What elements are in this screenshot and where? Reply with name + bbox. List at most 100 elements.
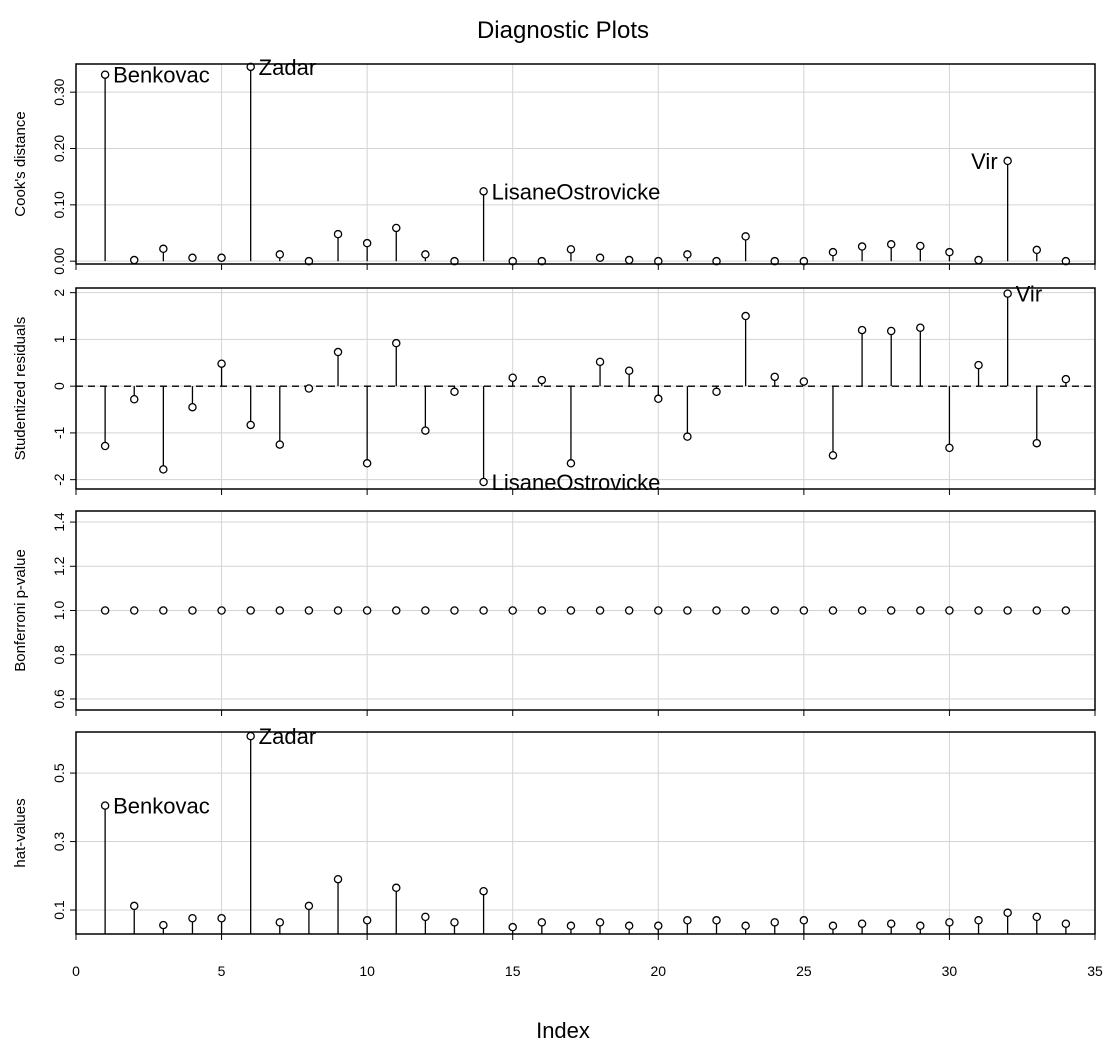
annotation-1: Zadar <box>259 724 316 749</box>
y-tick-label-0: 0.00 <box>51 247 67 274</box>
point-14 <box>479 606 488 615</box>
point-12 <box>421 912 430 922</box>
point-13 <box>450 256 459 266</box>
point-27 <box>857 242 867 251</box>
point-9 <box>333 347 343 357</box>
point-9 <box>333 874 343 884</box>
panel-3: 0.6 0.8 1.0 1.2 1.4 Bonferroni p-value <box>12 510 1096 716</box>
y-tick-label-1: -1 <box>51 426 67 439</box>
y-tick-label-3: 1.2 <box>51 556 67 576</box>
point-6 <box>246 420 255 430</box>
panel-frame <box>75 63 1096 265</box>
point-2 <box>129 395 139 404</box>
point-1 <box>100 801 110 810</box>
point-10 <box>362 606 372 615</box>
point-25 <box>799 377 809 386</box>
y-tick-label-1: 0.3 <box>51 832 67 852</box>
y-tick-label-0: 0.1 <box>51 900 67 920</box>
point-25 <box>799 916 809 925</box>
x-tick-label-7: 35 <box>1087 963 1103 979</box>
point-28 <box>886 326 896 336</box>
point-29 <box>916 921 925 931</box>
point-8 <box>304 384 314 393</box>
point-14 <box>479 886 488 896</box>
point-29 <box>916 241 925 251</box>
point-33 <box>1032 245 1042 255</box>
point-27 <box>857 606 867 615</box>
point-34 <box>1061 606 1071 615</box>
point-7 <box>275 606 285 615</box>
point-32 <box>1003 908 1012 918</box>
point-21 <box>683 250 692 259</box>
point-5 <box>217 359 226 368</box>
point-6 <box>246 62 255 72</box>
point-18 <box>595 606 605 615</box>
point-34 <box>1061 374 1071 384</box>
point-13 <box>450 606 459 615</box>
point-16 <box>537 606 547 615</box>
point-23 <box>741 921 750 931</box>
annotation-0: Benkovac <box>113 63 210 88</box>
y-axis-label: Cook's distance <box>12 111 29 216</box>
point-18 <box>595 918 605 927</box>
point-20 <box>654 394 663 404</box>
point-20 <box>654 606 663 615</box>
point-5 <box>217 253 226 263</box>
point-2 <box>129 606 139 615</box>
point-1 <box>100 606 110 615</box>
point-17 <box>566 921 576 931</box>
point-5 <box>217 606 226 615</box>
y-tick-label-2: 0.20 <box>51 135 67 162</box>
point-7 <box>275 250 285 259</box>
point-4 <box>188 402 197 412</box>
point-23 <box>741 232 750 241</box>
point-30 <box>945 247 954 257</box>
point-32 <box>1003 289 1012 298</box>
point-6 <box>246 606 255 615</box>
point-8 <box>304 901 314 911</box>
x-tick-label-2: 10 <box>359 963 375 979</box>
point-3 <box>159 244 168 254</box>
point-31 <box>974 916 983 925</box>
point-32 <box>1003 156 1012 166</box>
point-26 <box>828 921 838 931</box>
point-21 <box>683 606 692 615</box>
point-8 <box>304 606 314 615</box>
point-15 <box>508 606 517 615</box>
panels: Benkovac Zadar LisaneOstrovicke Vir 0.00 0.1 0… <box>12 55 1096 940</box>
y-tick-label-3: 0.30 <box>51 78 67 105</box>
point-16 <box>537 375 547 385</box>
point-26 <box>828 606 838 615</box>
point-15 <box>508 922 517 932</box>
point-24 <box>770 256 779 266</box>
point-19 <box>624 366 634 375</box>
x-tick-label-0: 0 <box>72 963 80 979</box>
y-axis-label: Bonferroni p-value <box>12 549 29 672</box>
annotation-2: LisaneOstrovicke <box>492 179 661 204</box>
annotation-1: Vir <box>1016 282 1043 307</box>
x-tick-label-6: 30 <box>942 963 958 979</box>
y-tick-label-0: 0.6 <box>51 689 67 709</box>
x-axis-label: Index <box>536 1018 590 1043</box>
point-11 <box>392 883 401 893</box>
point-19 <box>624 606 634 615</box>
annotation-0: LisaneOstrovicke <box>492 470 661 495</box>
annotation-1: Zadar <box>259 55 316 80</box>
y-axis-label: Studentized residuals <box>12 317 29 460</box>
point-3 <box>159 606 168 615</box>
point-24 <box>770 918 779 927</box>
point-30 <box>945 443 954 453</box>
panel-4: Benkovac Zadar 0.1 0.3 0.5 hat-values <box>12 724 1096 940</box>
point-33 <box>1032 606 1042 615</box>
y-tick-label-2: 0.5 <box>51 763 67 783</box>
y-axis-label: hat-values <box>12 798 29 867</box>
point-3 <box>159 920 168 930</box>
point-31 <box>974 606 983 615</box>
point-17 <box>566 459 576 468</box>
point-5 <box>217 914 226 923</box>
y-tick-label-2: 1.0 <box>51 601 67 621</box>
point-22 <box>712 256 721 266</box>
point-17 <box>566 245 576 254</box>
point-9 <box>333 229 343 239</box>
point-29 <box>916 606 925 615</box>
